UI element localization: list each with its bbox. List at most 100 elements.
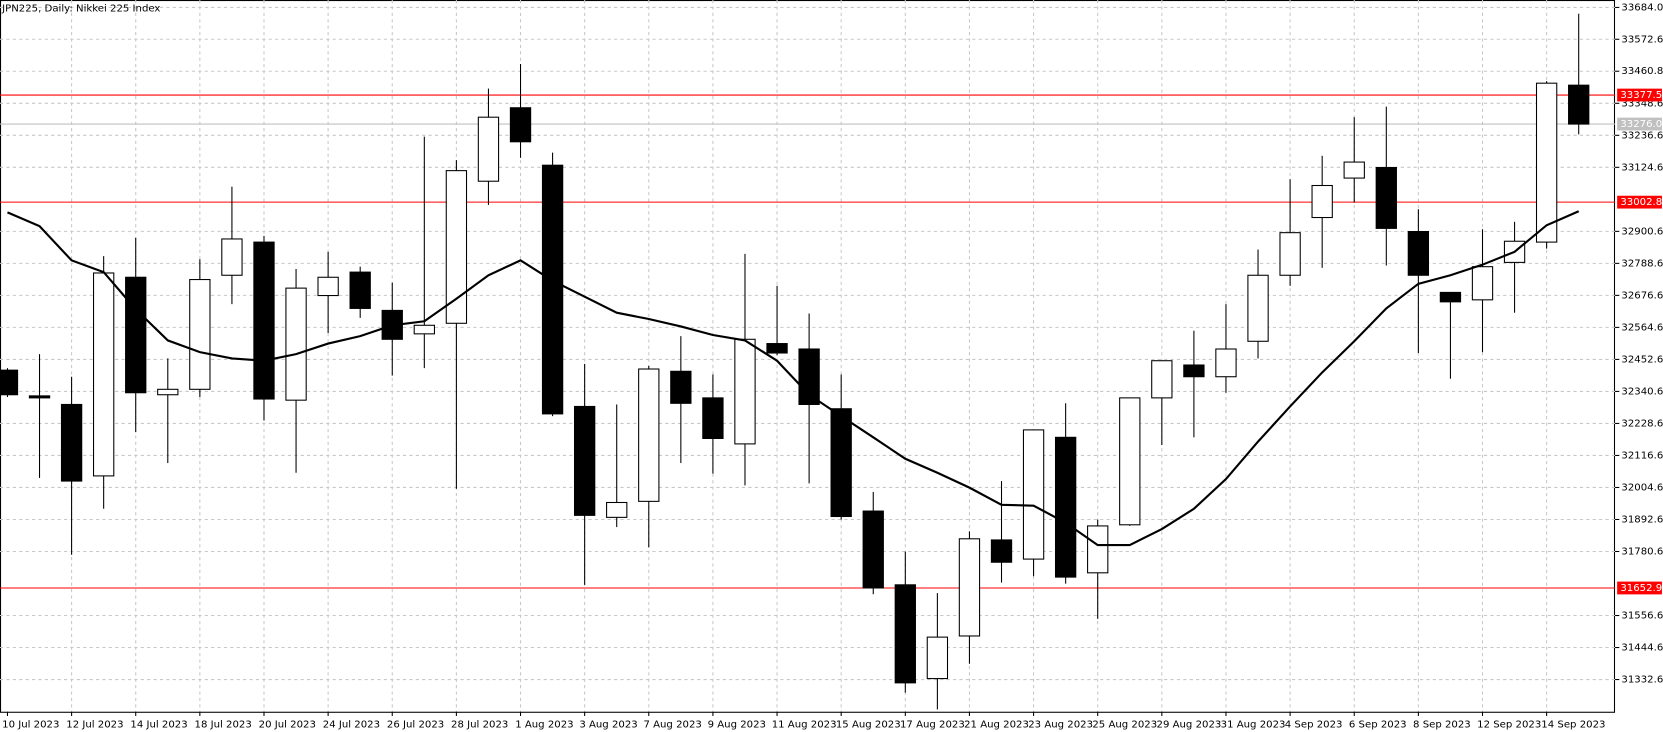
x-tick-label: 11 Aug 2023 (772, 720, 837, 731)
y-tick-label: 32788.6 (1621, 258, 1663, 269)
candle-body (1151, 360, 1173, 399)
candle-body (1535, 82, 1558, 243)
price-level-tag (1617, 195, 1662, 209)
y-tick-label: 32900.6 (1621, 226, 1663, 237)
x-tick-label: 12 Sep 2023 (1477, 720, 1541, 731)
candle-body (1343, 161, 1365, 179)
y-tick-label: 32452.6 (1621, 354, 1663, 365)
candle-body (766, 343, 788, 354)
y-tick-label: 33348.6 (1621, 98, 1663, 109)
price-level-label: 31652.9 (1620, 583, 1662, 594)
candle-body (1471, 266, 1494, 301)
candle-body (509, 107, 532, 143)
x-tick-label: 14 Sep 2023 (1541, 720, 1605, 731)
y-tick-label: 32340.6 (1621, 386, 1663, 397)
x-tick-label: 26 Jul 2023 (387, 720, 444, 731)
candle-body (477, 116, 500, 182)
candle-body (189, 279, 211, 390)
y-tick-label: 33460.8 (1621, 66, 1663, 77)
x-tick-label: 17 Aug 2023 (900, 720, 965, 731)
candle-body (670, 370, 692, 404)
y-tick-label: 33124.6 (1621, 162, 1663, 173)
x-tick-label: 23 Aug 2023 (1028, 720, 1093, 731)
x-tick-label: 24 Jul 2023 (323, 720, 380, 731)
y-tick-label: 32004.6 (1621, 482, 1663, 493)
candle-body (541, 164, 564, 415)
price-level-label: 33377.5 (1620, 90, 1662, 101)
candle-body (1119, 397, 1141, 526)
x-tick-label: 25 Aug 2023 (1092, 720, 1157, 731)
candle-body (573, 405, 596, 516)
candle-body (638, 368, 660, 502)
y-tick-label: 33572.6 (1621, 34, 1663, 45)
x-tick-label: 29 Aug 2023 (1157, 720, 1222, 731)
x-tick-label: 4 Sep 2023 (1285, 720, 1343, 731)
candle-body (1087, 525, 1109, 574)
x-tick-label: 1 Aug 2023 (515, 720, 573, 731)
candle-body (990, 539, 1013, 563)
candle-body (1247, 274, 1269, 342)
y-tick-label: 32676.6 (1621, 290, 1663, 301)
y-tick-label: 31332.6 (1621, 675, 1663, 686)
candle-body (734, 338, 756, 445)
candle-body (349, 271, 371, 309)
candle-body (798, 348, 820, 405)
x-tick-label: 31 Aug 2023 (1221, 720, 1286, 731)
y-tick-label: 31444.6 (1621, 643, 1663, 654)
y-tick-label: 32116.6 (1621, 450, 1663, 461)
candle-body (1407, 230, 1430, 276)
candle-body (1215, 348, 1237, 378)
candle-body (1183, 364, 1205, 378)
candle-body (1375, 166, 1397, 229)
x-tick-label: 14 Jul 2023 (130, 720, 187, 731)
y-tick-label: 31780.6 (1621, 546, 1663, 557)
candle-body (958, 538, 981, 637)
candle-body (1439, 291, 1462, 303)
candle-body (1311, 184, 1333, 219)
candle-body (1054, 436, 1077, 578)
candle-body (445, 170, 468, 324)
x-tick-label: 21 Aug 2023 (964, 720, 1029, 731)
y-tick-label: 32228.6 (1621, 418, 1663, 429)
candle-body (702, 397, 724, 440)
x-tick-label: 8 Sep 2023 (1413, 720, 1471, 731)
y-tick-label: 33684.0 (1621, 2, 1663, 13)
candle-body (285, 287, 307, 401)
x-tick-label: 28 Jul 2023 (451, 720, 508, 731)
y-tick-label: 32564.6 (1621, 322, 1663, 333)
x-tick-label: 18 Jul 2023 (195, 720, 252, 731)
price-level-label: 33002.8 (1620, 197, 1662, 208)
candle-body (862, 510, 884, 589)
candle-body (93, 272, 115, 477)
candle-body (1279, 232, 1301, 276)
chart-title: JPN225, Daily: Nikkei 225 Index (1, 4, 160, 15)
x-tick-label: 12 Jul 2023 (66, 720, 123, 731)
candle-body (0, 369, 19, 396)
x-tick-label: 20 Jul 2023 (259, 720, 316, 731)
price-level-label: 33276.0 (1620, 119, 1662, 130)
x-tick-label: 7 Aug 2023 (643, 720, 701, 731)
candle-body (157, 388, 179, 396)
candle-body (1568, 84, 1590, 125)
x-tick-label: 3 Aug 2023 (579, 720, 637, 731)
x-tick-label: 9 Aug 2023 (708, 720, 766, 731)
candle-body (60, 403, 83, 482)
candle-body (830, 408, 852, 518)
candle-body (894, 584, 916, 684)
x-tick-label: 10 Jul 2023 (2, 720, 59, 731)
candle-body (221, 238, 243, 276)
price-level-tag (1617, 581, 1662, 595)
y-tick-label: 33236.6 (1621, 130, 1663, 141)
candle-body (413, 324, 435, 335)
candle-body (926, 636, 949, 680)
x-tick-label: 15 Aug 2023 (836, 720, 901, 731)
y-tick-label: 31892.6 (1621, 514, 1663, 525)
price-level-tag (1617, 117, 1662, 131)
candle-body (1022, 429, 1045, 560)
price-level-tag (1617, 88, 1662, 102)
candle-body (28, 395, 51, 399)
moving-average-line (7, 210, 1580, 547)
candle-body (606, 501, 628, 518)
